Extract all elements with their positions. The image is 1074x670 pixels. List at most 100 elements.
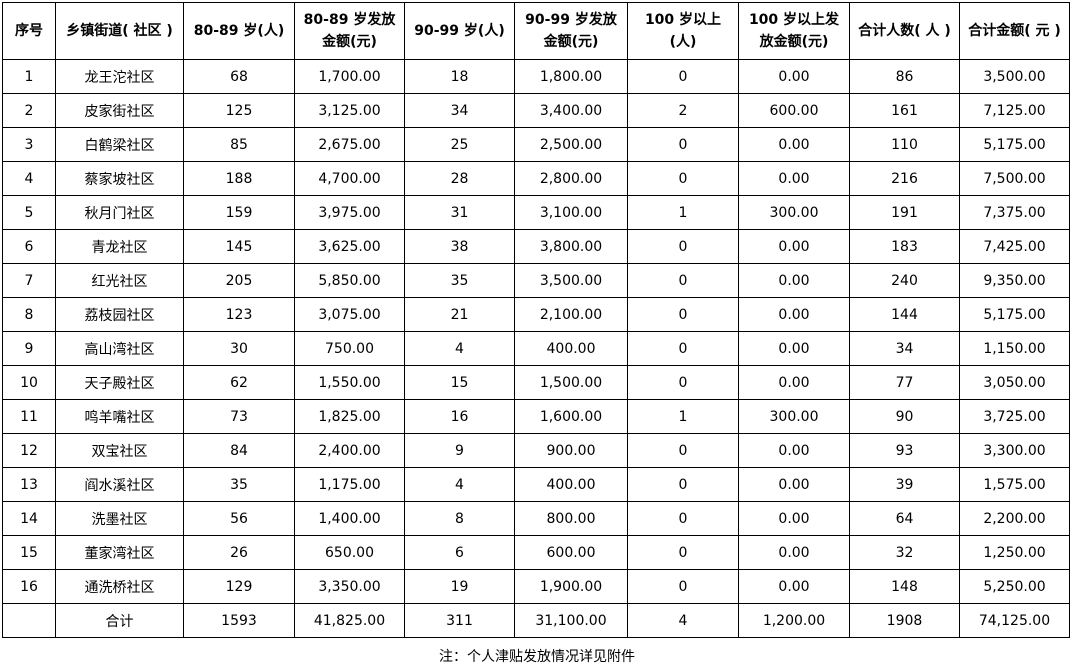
cell: 8 <box>2 297 56 332</box>
cell: 蔡家坡社区 <box>55 161 184 196</box>
cell: 400.00 <box>514 467 628 502</box>
cell: 2,100.00 <box>514 297 628 332</box>
total-label: 合计 <box>55 603 184 638</box>
cell: 双宝社区 <box>55 433 184 468</box>
cell: 5,175.00 <box>959 297 1070 332</box>
header-cell: 80-89 岁发放 金额(元) <box>294 2 405 60</box>
cell: 0.00 <box>738 263 850 298</box>
cell: 0 <box>627 467 739 502</box>
cell: 高山湾社区 <box>55 331 184 366</box>
cell: 18 <box>404 59 515 94</box>
total-cell: 1908 <box>849 603 960 638</box>
table-row: 5 秋月门社区 159 3,975.00 31 3,100.00 1 300.00 191 7,3… <box>2 195 1070 230</box>
cell: 750.00 <box>294 331 405 366</box>
cell: 3,500.00 <box>959 59 1070 94</box>
cell: 28 <box>404 161 515 196</box>
header-text: 合计金额( 元 ) <box>968 23 1061 39</box>
cell: 2,500.00 <box>514 127 628 162</box>
header-cell: 100 岁以上 (人) <box>627 2 739 60</box>
cell: 64 <box>849 501 960 536</box>
cell: 84 <box>183 433 295 468</box>
cell: 2,400.00 <box>294 433 405 468</box>
cell: 0 <box>627 569 739 604</box>
cell: 0.00 <box>738 161 850 196</box>
cell: 7,375.00 <box>959 195 1070 230</box>
cell: 3,400.00 <box>514 93 628 128</box>
cell: 16 <box>2 569 56 604</box>
cell: 191 <box>849 195 960 230</box>
cell: 1,575.00 <box>959 467 1070 502</box>
total-cell: 311 <box>404 603 515 638</box>
cell: 34 <box>404 93 515 128</box>
cell: 400.00 <box>514 331 628 366</box>
cell: 0.00 <box>738 297 850 332</box>
cell: 30 <box>183 331 295 366</box>
cell: 73 <box>183 399 295 434</box>
cell: 300.00 <box>738 195 850 230</box>
cell: 5 <box>2 195 56 230</box>
cell: 90 <box>849 399 960 434</box>
cell: 1,800.00 <box>514 59 628 94</box>
cell: 5,850.00 <box>294 263 405 298</box>
cell: 9 <box>2 331 56 366</box>
cell: 3,975.00 <box>294 195 405 230</box>
header-cell: 合计金额( 元 ) <box>959 2 1070 60</box>
cell: 0 <box>627 365 739 400</box>
table-row: 12 双宝社区 84 2,400.00 9 900.00 0 0.00 93 3,300.00 <box>2 433 1070 468</box>
cell: 1 <box>2 59 56 94</box>
cell: 8 <box>404 501 515 536</box>
table-row: 15 董家湾社区 26 650.00 6 600.00 0 0.00 32 1,250.00 <box>2 535 1070 570</box>
table-row: 9 高山湾社区 30 750.00 4 400.00 0 0.00 34 1,150.00 <box>2 331 1070 366</box>
header-cell: 90-99 岁(人) <box>404 2 515 60</box>
cell: 3,500.00 <box>514 263 628 298</box>
cell: 35 <box>183 467 295 502</box>
cell: 38 <box>404 229 515 264</box>
cell: 0 <box>627 59 739 94</box>
cell: 0.00 <box>738 127 850 162</box>
cell: 600.00 <box>738 93 850 128</box>
cell: 0 <box>627 535 739 570</box>
cell: 0.00 <box>738 535 850 570</box>
cell: 2 <box>2 93 56 128</box>
header-row: 序号 乡镇街道( 社区 ) 80-89 岁(人) 80-89 岁发放 金额(元) 90-9… <box>2 2 1070 60</box>
cell: 85 <box>183 127 295 162</box>
empty-cell <box>2 603 56 638</box>
cell: 阎水溪社区 <box>55 467 184 502</box>
header-text: 序号 <box>15 23 43 39</box>
cell: 白鹤梁社区 <box>55 127 184 162</box>
cell: 145 <box>183 229 295 264</box>
cell: 荔枝园社区 <box>55 297 184 332</box>
total-cell: 74,125.00 <box>959 603 1070 638</box>
cell: 5,250.00 <box>959 569 1070 604</box>
table-row: 3 白鹤梁社区 85 2,675.00 25 2,500.00 0 0.00 110 5,175.… <box>2 127 1070 162</box>
cell: 1,500.00 <box>514 365 628 400</box>
cell: 4 <box>404 331 515 366</box>
cell: 3,050.00 <box>959 365 1070 400</box>
cell: 通洗桥社区 <box>55 569 184 604</box>
total-cell: 1593 <box>183 603 295 638</box>
cell: 2,800.00 <box>514 161 628 196</box>
cell: 125 <box>183 93 295 128</box>
cell: 2,200.00 <box>959 501 1070 536</box>
cell: 650.00 <box>294 535 405 570</box>
cell: 12 <box>2 433 56 468</box>
cell: 13 <box>2 467 56 502</box>
cell: 0 <box>627 501 739 536</box>
cell: 7 <box>2 263 56 298</box>
table-row: 7 红光社区 205 5,850.00 35 3,500.00 0 0.00 240 9,350.… <box>2 263 1070 298</box>
table-row: 6 青龙社区 145 3,625.00 38 3,800.00 0 0.00 183 7,425.… <box>2 229 1070 264</box>
cell: 161 <box>849 93 960 128</box>
cell: 4 <box>404 467 515 502</box>
cell: 148 <box>849 569 960 604</box>
cell: 青龙社区 <box>55 229 184 264</box>
cell: 9,350.00 <box>959 263 1070 298</box>
cell: 56 <box>183 501 295 536</box>
cell: 600.00 <box>514 535 628 570</box>
cell: 红光社区 <box>55 263 184 298</box>
table-row: 1 龙王沱社区 68 1,700.00 18 1,800.00 0 0.00 86 3,500.0… <box>2 59 1070 94</box>
cell: 93 <box>849 433 960 468</box>
table-row: 2 皮家街社区 125 3,125.00 34 3,400.00 2 600.00 161 7,1… <box>2 93 1070 128</box>
cell: 3,800.00 <box>514 229 628 264</box>
cell: 216 <box>849 161 960 196</box>
cell: 240 <box>849 263 960 298</box>
